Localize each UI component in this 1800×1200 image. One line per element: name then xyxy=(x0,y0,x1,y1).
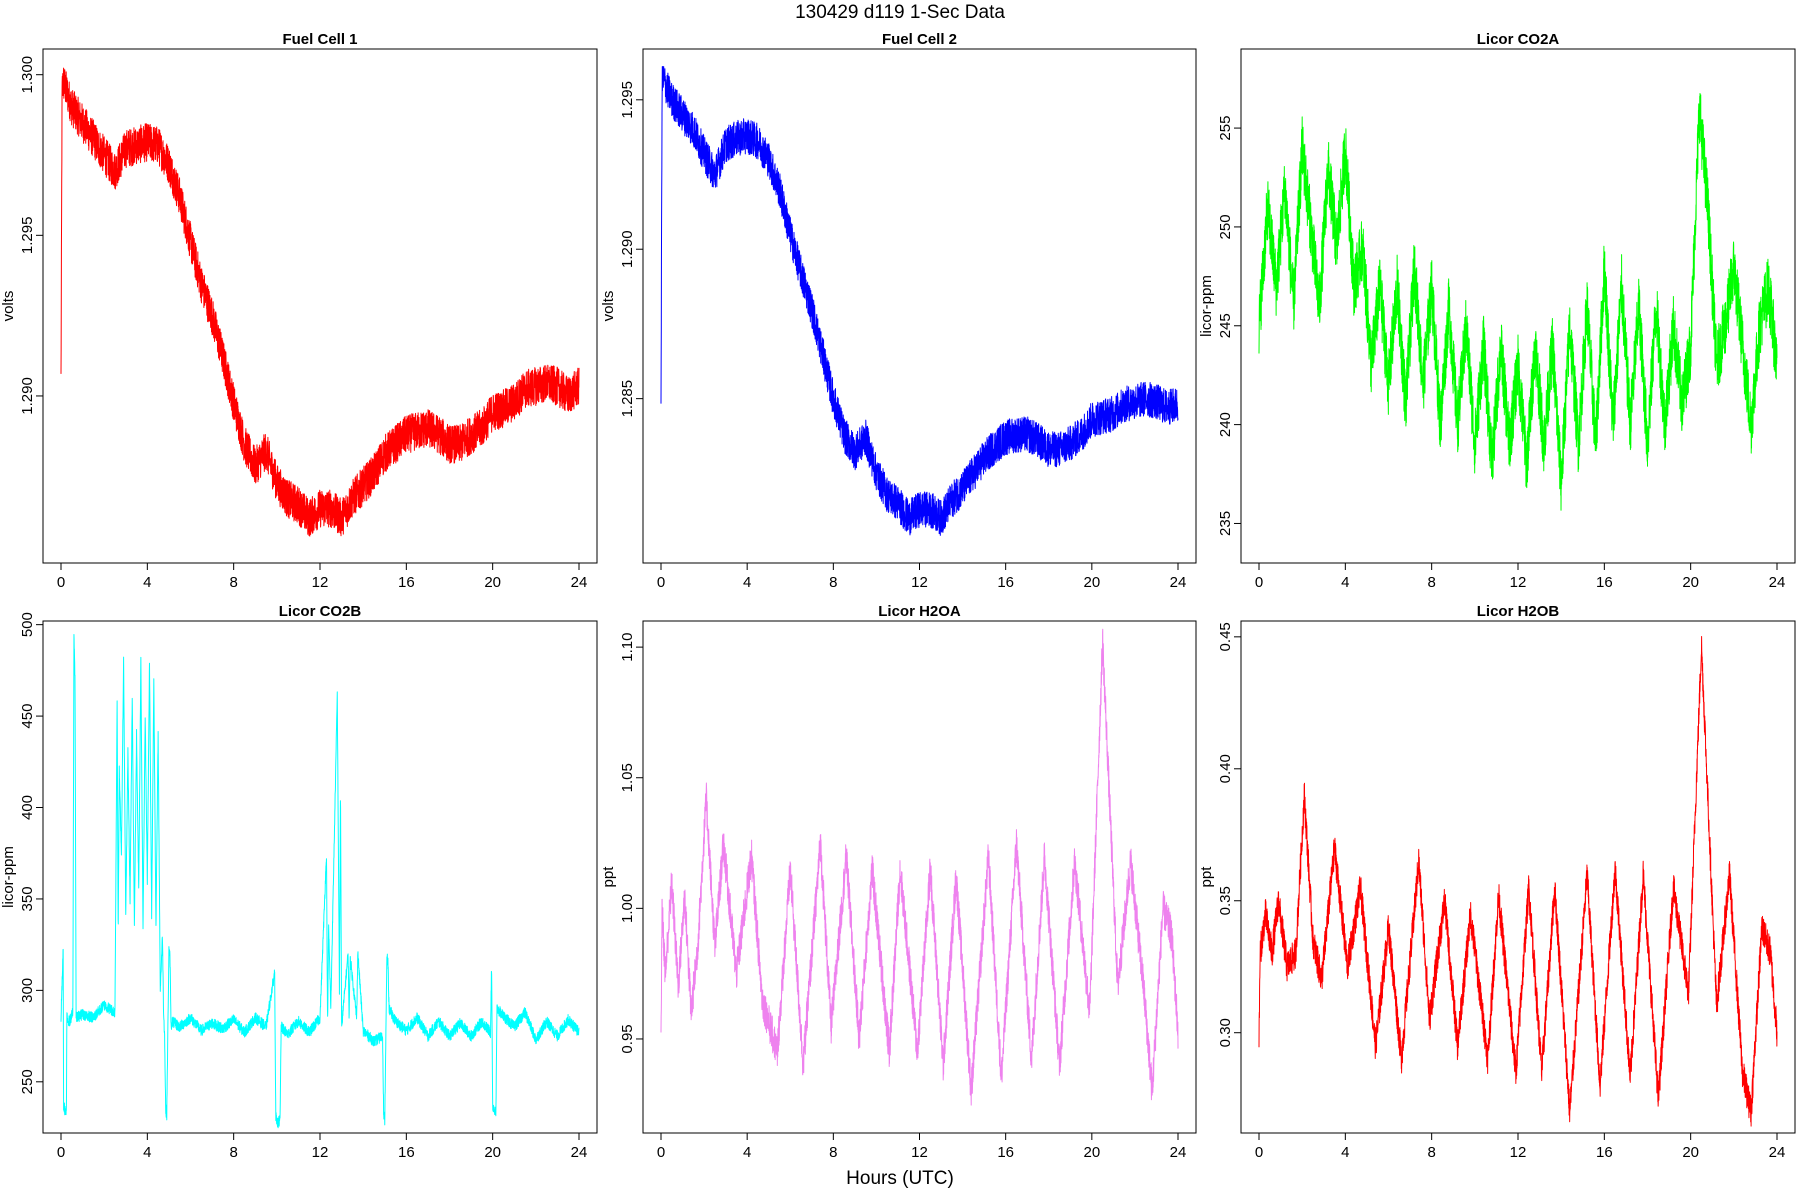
x-tick-label: 20 xyxy=(484,1144,501,1161)
x-tick-label: 0 xyxy=(657,574,665,591)
series-line xyxy=(60,634,580,1129)
y-tick-label: 1.295 xyxy=(19,217,36,255)
y-tick-label: 500 xyxy=(19,612,36,637)
y-tick-label: 1.05 xyxy=(619,763,636,792)
x-tick-label: 16 xyxy=(398,574,415,591)
y-tick-label: 0.35 xyxy=(1217,886,1234,915)
plot-frame xyxy=(1240,620,1796,1134)
x-tick-label: 4 xyxy=(1341,574,1349,591)
y-axis-label: licor-ppm xyxy=(0,846,17,908)
series-line xyxy=(60,67,580,537)
x-tick-label: 24 xyxy=(571,574,588,591)
x-tick-label: 24 xyxy=(1170,1144,1187,1161)
panel-title: Licor CO2B xyxy=(279,603,362,620)
x-tick-label: 8 xyxy=(1427,574,1435,591)
x-tick-label: 12 xyxy=(312,1144,329,1161)
x-tick-label: 8 xyxy=(229,1144,237,1161)
series-line xyxy=(1258,92,1778,511)
x-tick-label: 4 xyxy=(143,574,151,591)
plot-frame xyxy=(642,48,1197,564)
y-axis-label: volts xyxy=(600,291,617,322)
x-tick-label: 4 xyxy=(743,1144,751,1161)
x-tick-label: 8 xyxy=(229,574,237,591)
x-tick-label: 12 xyxy=(1510,574,1527,591)
x-tick-label: 20 xyxy=(1682,574,1699,591)
x-tick-label: 0 xyxy=(57,574,65,591)
x-tick-label: 20 xyxy=(1083,574,1100,591)
y-tick-label: 450 xyxy=(19,704,36,729)
figure-title: 130429 d119 1-Sec Data xyxy=(795,2,1005,23)
y-tick-label: 255 xyxy=(1217,116,1234,141)
x-tick-label: 16 xyxy=(1596,1144,1613,1161)
y-tick-label: 1.285 xyxy=(619,380,636,418)
x-tick-label: 12 xyxy=(911,1144,928,1161)
x-tick-label: 0 xyxy=(57,1144,65,1161)
x-tick-label: 0 xyxy=(1255,1144,1263,1161)
y-tick-label: 250 xyxy=(19,1069,36,1094)
x-tick-label: 16 xyxy=(997,1144,1014,1161)
x-tick-label: 12 xyxy=(911,574,928,591)
x-tick-label: 24 xyxy=(1769,574,1786,591)
y-tick-label: 240 xyxy=(1217,412,1234,437)
y-tick-label: 235 xyxy=(1217,511,1234,536)
x-tick-label: 0 xyxy=(657,1144,665,1161)
x-axis-label: Hours (UTC) xyxy=(846,1168,954,1189)
panel-title: Licor H2OA xyxy=(878,603,961,620)
panel-title: Licor H2OB xyxy=(1477,603,1560,620)
y-axis-label: ppt xyxy=(1198,866,1215,888)
x-tick-label: 4 xyxy=(143,1144,151,1161)
y-tick-label: 0.45 xyxy=(1217,622,1234,651)
x-tick-label: 4 xyxy=(743,574,751,591)
panel-title: Fuel Cell 1 xyxy=(282,31,357,48)
y-tick-label: 1.290 xyxy=(619,230,636,268)
x-tick-label: 24 xyxy=(571,1144,588,1161)
x-tick-label: 0 xyxy=(1255,574,1263,591)
y-tick-label: 0.30 xyxy=(1217,1018,1234,1047)
x-tick-label: 16 xyxy=(1596,574,1613,591)
x-tick-label: 20 xyxy=(1682,1144,1699,1161)
x-tick-label: 8 xyxy=(1427,1144,1435,1161)
y-tick-label: 1.290 xyxy=(19,377,36,415)
x-tick-label: 12 xyxy=(1510,1144,1527,1161)
x-tick-label: 12 xyxy=(312,574,329,591)
x-tick-label: 8 xyxy=(829,574,837,591)
panel-title: Licor CO2A xyxy=(1477,31,1560,48)
y-tick-label: 245 xyxy=(1217,313,1234,338)
y-tick-label: 0.95 xyxy=(619,1024,636,1053)
x-tick-label: 16 xyxy=(997,574,1014,591)
x-tick-label: 16 xyxy=(398,1144,415,1161)
x-tick-label: 20 xyxy=(1083,1144,1100,1161)
y-tick-label: 350 xyxy=(19,886,36,911)
y-tick-label: 400 xyxy=(19,795,36,820)
y-tick-label: 1.295 xyxy=(619,81,636,119)
panel-title: Fuel Cell 2 xyxy=(882,31,957,48)
y-tick-label: 250 xyxy=(1217,214,1234,239)
y-tick-label: 1.00 xyxy=(619,894,636,923)
y-axis-label: volts xyxy=(0,291,17,322)
x-tick-label: 20 xyxy=(484,574,501,591)
y-tick-label: 1.300 xyxy=(19,56,36,94)
y-axis-label: licor-ppm xyxy=(1198,275,1215,337)
plot-frame xyxy=(42,48,598,564)
x-tick-label: 8 xyxy=(829,1144,837,1161)
series-line xyxy=(660,65,1179,536)
series-line xyxy=(1258,636,1778,1127)
x-tick-label: 24 xyxy=(1769,1144,1786,1161)
y-tick-label: 300 xyxy=(19,978,36,1003)
y-tick-label: 1.10 xyxy=(619,633,636,662)
x-tick-label: 24 xyxy=(1170,574,1187,591)
y-tick-label: 0.40 xyxy=(1217,754,1234,783)
y-axis-label: ppt xyxy=(600,866,617,888)
series-line xyxy=(660,628,1179,1106)
x-tick-label: 4 xyxy=(1341,1144,1349,1161)
